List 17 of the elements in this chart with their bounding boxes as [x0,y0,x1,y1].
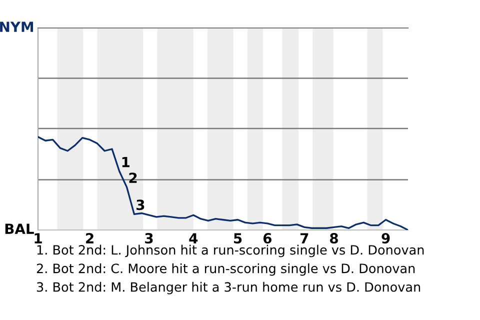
x-tick-label: 8 [330,233,338,244]
x-tick-label: 6 [263,233,272,244]
x-tick-label: 5 [234,233,242,244]
text: BAL [5,224,34,234]
annotation: 1 [122,156,130,168]
x-tick-label: 1 [34,233,42,244]
text: NYM [0,22,34,32]
text: 1. Bot 2nd: L. Johnson hit a run-scoring single vs D. Donovan [37,244,424,258]
x-tick-label: 4 [189,233,198,244]
annotation: 2 [129,172,137,183]
x-tick-label: 7 [300,233,308,244]
text: 3. Bot 2nd: M. Belanger hit a 3-run home run vs D. Donovan [36,282,420,294]
x-tick-label: 9 [382,233,390,244]
x-tick-label: 3 [145,233,153,244]
x-tick-label: 2 [86,233,94,244]
text: 2. Bot 2nd: C. Moore hit a run-scoring single vs D. Donovan [36,263,415,276]
annotation: 3 [136,200,144,210]
